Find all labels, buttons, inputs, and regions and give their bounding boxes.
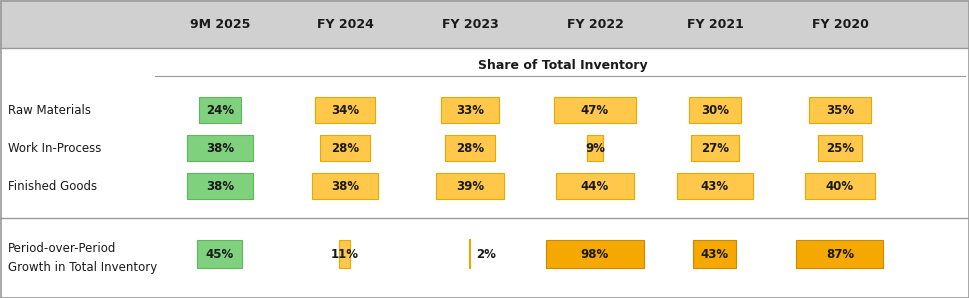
Text: Work In-Process: Work In-Process (8, 142, 102, 154)
Text: 9M 2025: 9M 2025 (190, 18, 250, 30)
Text: 9%: 9% (584, 142, 605, 154)
Text: 2%: 2% (476, 248, 495, 260)
Bar (186, 135, 253, 161)
Text: 25%: 25% (825, 142, 853, 154)
Bar (199, 97, 241, 123)
Bar (555, 173, 633, 199)
Text: 34%: 34% (330, 103, 359, 117)
Text: 44%: 44% (580, 179, 609, 193)
Text: Period-over-Period: Period-over-Period (8, 241, 116, 254)
Bar (691, 135, 738, 161)
Bar (676, 173, 752, 199)
Text: 28%: 28% (330, 142, 359, 154)
Text: FY 2023: FY 2023 (441, 18, 498, 30)
Text: 87%: 87% (825, 248, 853, 260)
Text: Growth in Total Inventory: Growth in Total Inventory (8, 262, 157, 274)
Text: 28%: 28% (455, 142, 484, 154)
Bar (808, 97, 870, 123)
Bar (320, 135, 369, 161)
Text: Raw Materials: Raw Materials (8, 103, 91, 117)
Bar (435, 173, 504, 199)
Bar (553, 97, 636, 123)
Bar (546, 240, 643, 268)
Text: 40%: 40% (825, 179, 853, 193)
Bar (586, 135, 603, 161)
Text: 47%: 47% (580, 103, 609, 117)
Text: 33%: 33% (455, 103, 484, 117)
Bar (186, 173, 253, 199)
Bar (804, 173, 874, 199)
Text: 38%: 38% (205, 179, 234, 193)
Text: 27%: 27% (701, 142, 729, 154)
Bar (339, 240, 350, 268)
Text: 38%: 38% (330, 179, 359, 193)
Text: FY 2022: FY 2022 (566, 18, 623, 30)
Text: 30%: 30% (701, 103, 729, 117)
Bar (796, 240, 883, 268)
Text: FY 2021: FY 2021 (686, 18, 742, 30)
Text: 98%: 98% (580, 248, 609, 260)
Text: 39%: 39% (455, 179, 484, 193)
Bar (445, 135, 494, 161)
Text: 43%: 43% (701, 179, 729, 193)
Text: 43%: 43% (701, 248, 729, 260)
Text: 11%: 11% (330, 248, 359, 260)
Bar (0, 0, 969, 48)
Text: 38%: 38% (205, 142, 234, 154)
Text: 24%: 24% (205, 103, 234, 117)
Text: FY 2024: FY 2024 (316, 18, 373, 30)
Text: Share of Total Inventory: Share of Total Inventory (477, 58, 646, 72)
Text: 35%: 35% (825, 103, 853, 117)
Bar (315, 97, 375, 123)
Text: 45%: 45% (205, 248, 234, 260)
Bar (198, 240, 242, 268)
Text: FY 2020: FY 2020 (811, 18, 867, 30)
Bar (693, 240, 735, 268)
Bar (311, 173, 378, 199)
Text: Finished Goods: Finished Goods (8, 179, 97, 193)
Bar (441, 97, 498, 123)
Bar (688, 97, 740, 123)
Bar (817, 135, 861, 161)
